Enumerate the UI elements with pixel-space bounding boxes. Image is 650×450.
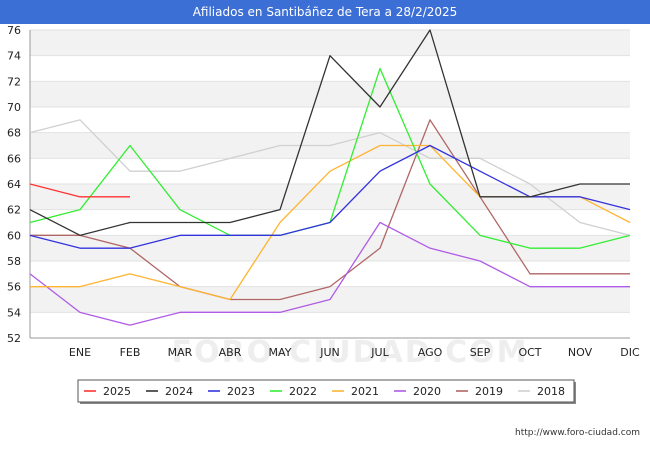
x-tick-label: JUN xyxy=(319,346,340,359)
x-tick-label: DIC xyxy=(620,346,640,359)
legend-label: 2019 xyxy=(475,385,503,398)
x-tick-label: JUL xyxy=(370,346,389,359)
y-tick-label: 60 xyxy=(7,229,21,242)
y-tick-label: 74 xyxy=(7,50,21,63)
series-line-2018 xyxy=(29,119,631,236)
x-tick-label: ENE xyxy=(69,346,91,359)
x-tick-label: FEB xyxy=(120,346,141,359)
y-tick-label: 52 xyxy=(7,332,21,345)
legend-label: 2025 xyxy=(103,385,131,398)
legend-label: 2020 xyxy=(413,385,441,398)
y-tick-label: 58 xyxy=(7,255,21,268)
legend-label: 2023 xyxy=(227,385,255,398)
x-tick-label: MAR xyxy=(168,346,193,359)
series-line-2024 xyxy=(29,29,630,236)
x-tick-label: MAY xyxy=(269,346,292,359)
title-bar xyxy=(0,0,650,24)
x-tick-label: OCT xyxy=(518,346,541,359)
legend-label: 2018 xyxy=(537,385,565,398)
y-tick-label: 70 xyxy=(7,101,21,114)
grid-band xyxy=(30,81,630,107)
series-line-2025 xyxy=(29,183,130,198)
y-tick-label: 64 xyxy=(7,178,21,191)
x-tick-label: SEP xyxy=(470,346,491,359)
x-tick-label: AGO xyxy=(418,346,443,359)
series-line-2020 xyxy=(29,221,630,326)
legend-label: 2022 xyxy=(289,385,317,398)
x-tick-label: NOV xyxy=(568,346,593,359)
chart-title: Afiliados en Santibáñez de Tera a 28/2/2… xyxy=(192,5,458,19)
y-tick-label: 72 xyxy=(7,75,21,88)
legend-label: 2024 xyxy=(165,385,193,398)
y-tick-label: 68 xyxy=(7,127,21,140)
y-tick-label: 56 xyxy=(7,281,21,294)
y-tick-label: 62 xyxy=(7,204,21,217)
watermark: FORO-CIUDAD.COM xyxy=(172,335,529,370)
source-url[interactable]: http://www.foro-ciudad.com xyxy=(515,428,640,438)
x-tick-label: ABR xyxy=(219,346,242,359)
y-tick-label: 66 xyxy=(7,152,21,165)
y-tick-label: 54 xyxy=(7,306,21,319)
grid-band xyxy=(30,30,630,56)
legend-label: 2021 xyxy=(351,385,379,398)
legend-box xyxy=(77,379,575,403)
y-tick-label: 76 xyxy=(7,24,21,37)
